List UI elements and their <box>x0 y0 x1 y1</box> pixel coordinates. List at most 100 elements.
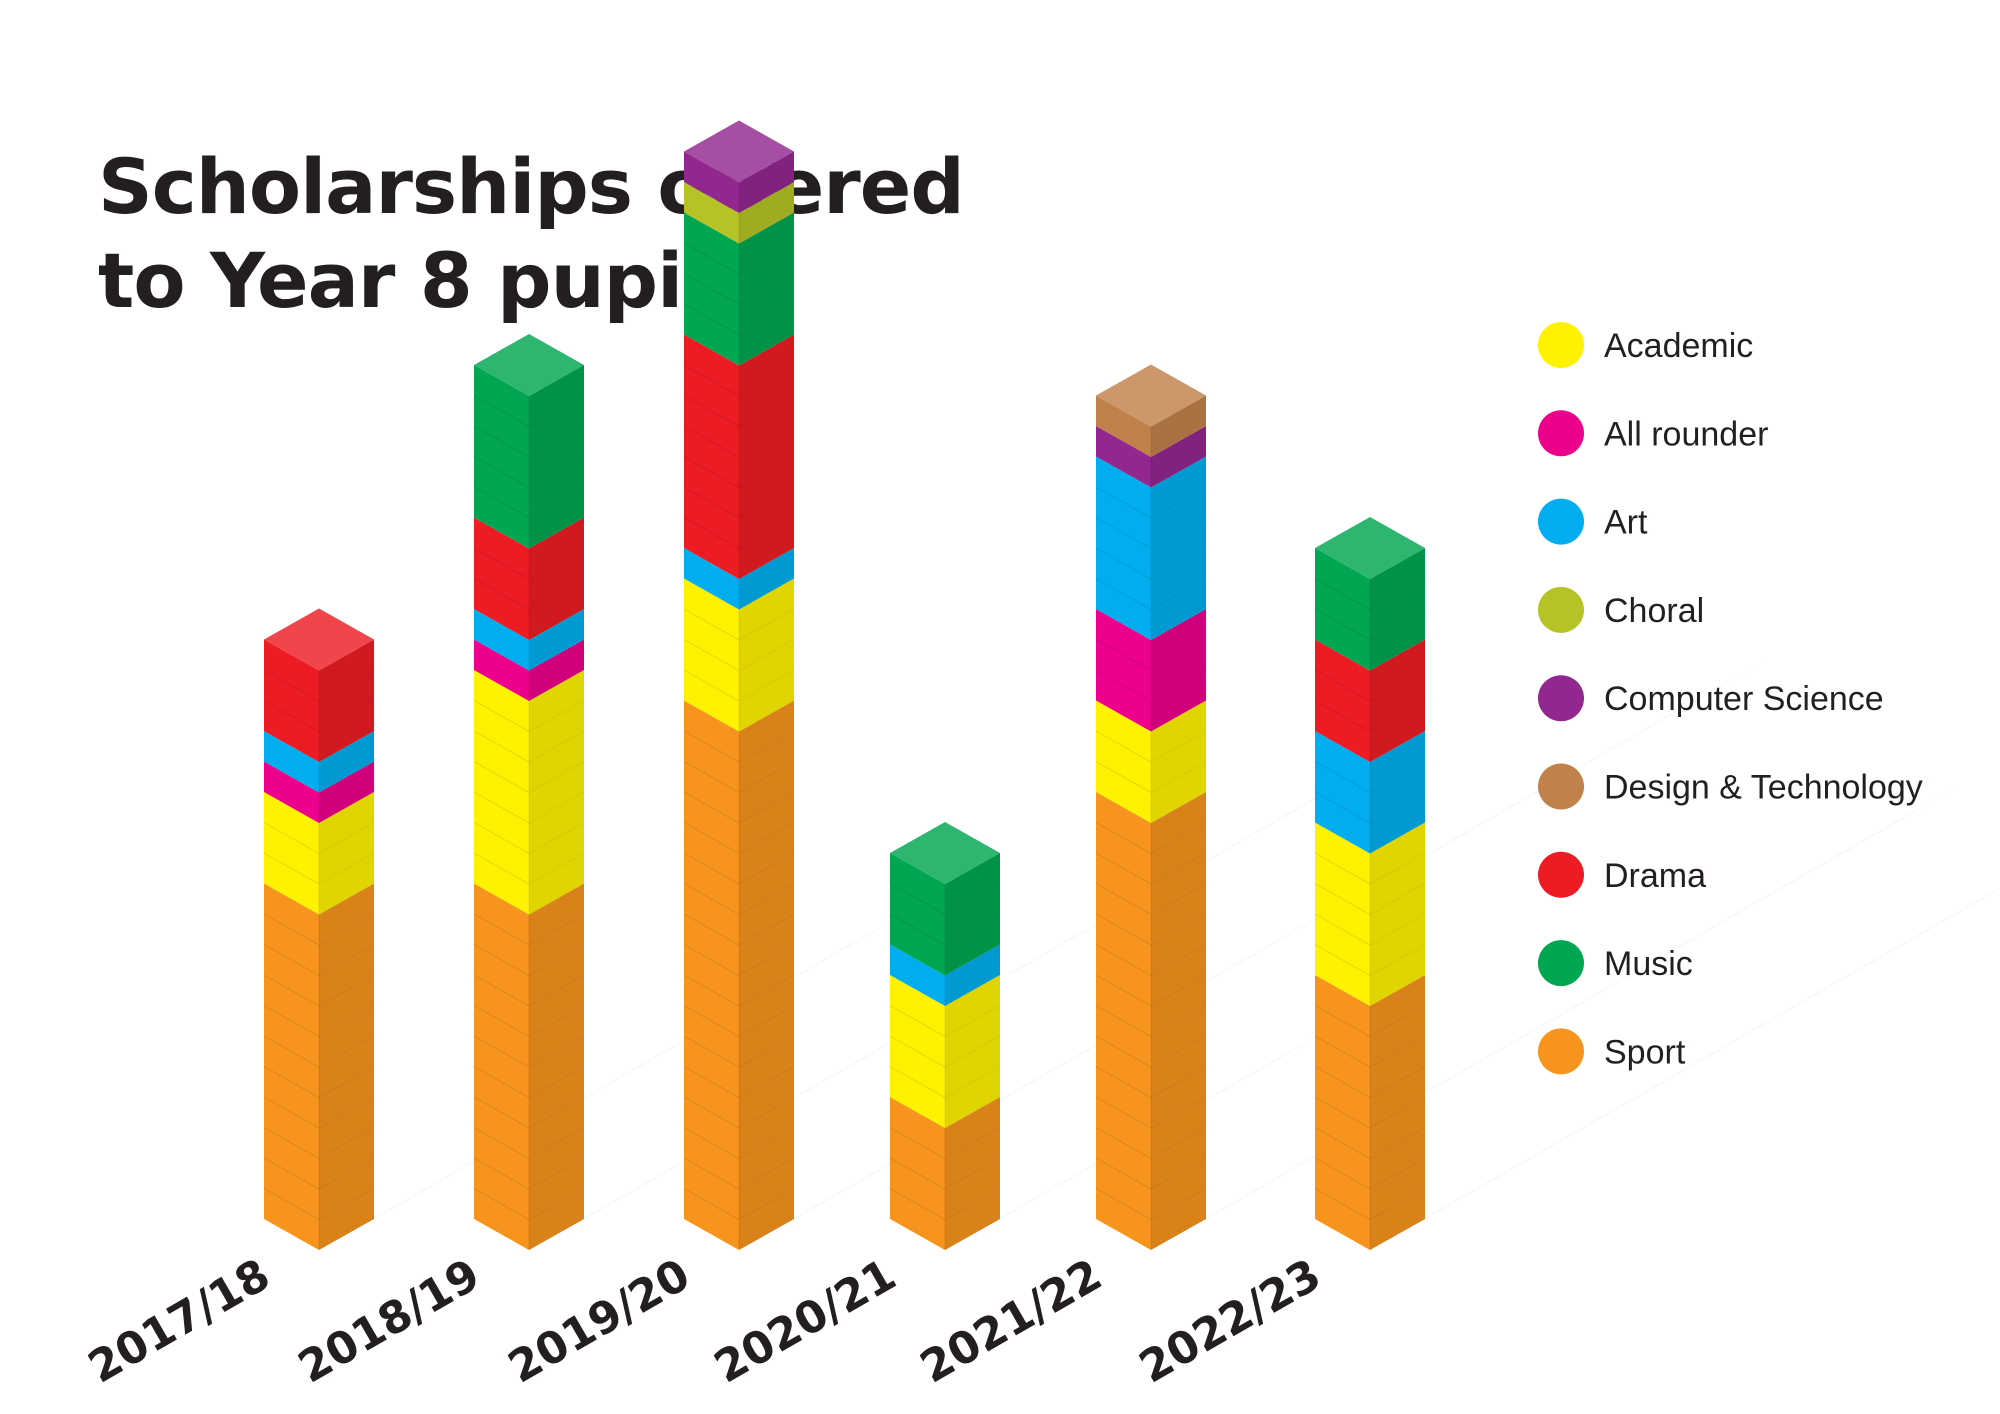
unit-line <box>889 913 1001 946</box>
unit-line <box>683 364 795 397</box>
unit-line <box>683 669 795 702</box>
unit-line <box>473 974 585 1007</box>
unit-line <box>683 1066 795 1099</box>
unit-line <box>683 1035 795 1068</box>
segment-left-face <box>684 334 739 579</box>
segment-left-face <box>474 365 529 549</box>
legend-swatch <box>1538 498 1584 545</box>
unit-line <box>1314 669 1426 702</box>
unit-line <box>1095 974 1207 1007</box>
unit-line <box>889 883 1001 916</box>
unit-line <box>473 1035 585 1068</box>
segment-left-face <box>264 639 319 762</box>
category-label-2019-20: 2019/20 <box>500 1249 699 1393</box>
segment-left-face <box>1315 822 1370 1006</box>
unit-line <box>1314 1127 1426 1160</box>
legend-item-choral: Choral <box>1538 586 1704 633</box>
unit-line <box>473 1096 585 1129</box>
unit-line <box>1314 1035 1426 1068</box>
segment-left-face <box>1315 731 1370 854</box>
unit-line <box>1314 578 1426 611</box>
legend-item-all-rounder: All rounder <box>1538 410 1768 457</box>
segment-right-face <box>529 609 584 671</box>
bar-top-2022-23 <box>1315 517 1425 579</box>
segment-right-face <box>1370 639 1425 762</box>
segment-2020-21-art <box>890 944 1000 1006</box>
unit-line <box>1095 1127 1207 1160</box>
segment-right-face <box>1151 395 1206 457</box>
unit-line <box>683 608 795 641</box>
unit-line <box>1095 883 1207 916</box>
unit-line <box>1095 486 1207 519</box>
category-label-2017-18: 2017/18 <box>80 1249 279 1393</box>
segment-right-face <box>319 883 374 1250</box>
unit-line <box>1095 517 1207 550</box>
segment-left-face <box>1096 426 1151 488</box>
segment-2019-20-art <box>684 548 794 610</box>
unit-line <box>1095 761 1207 794</box>
bar-2018-19 <box>473 334 585 1250</box>
unit-line <box>1095 852 1207 885</box>
legend-item-design-and-technology: Design & Technology <box>1538 763 1923 810</box>
unit-line <box>1095 944 1207 977</box>
segment-left-face <box>264 883 319 1250</box>
unit-line <box>889 1157 1001 1190</box>
unit-line <box>263 1035 375 1068</box>
segment-2022-23-music <box>1314 548 1426 671</box>
segment-2019-20-computer-science <box>684 151 794 213</box>
segment-2021-22-design-and-technology <box>1096 395 1206 457</box>
bar-2020-21 <box>889 822 1001 1250</box>
segment-right-face <box>739 700 794 1250</box>
segment-left-face <box>264 761 319 823</box>
unit-line <box>473 1005 585 1038</box>
segment-left-face <box>264 731 319 793</box>
segment-right-face <box>945 853 1000 976</box>
segment-2022-23-drama <box>1314 639 1426 762</box>
unit-line <box>889 1066 1001 1099</box>
segment-left-face <box>684 182 739 244</box>
unit-line <box>1095 669 1207 702</box>
segment-right-face <box>739 182 794 244</box>
unit-line <box>1095 822 1207 855</box>
unit-line <box>1314 1066 1426 1099</box>
unit-line <box>683 730 795 763</box>
unit-line <box>263 852 375 885</box>
segment-right-face <box>739 334 794 579</box>
unit-line <box>683 303 795 336</box>
unit-line <box>473 578 585 611</box>
unit-line <box>473 395 585 428</box>
unit-line <box>1095 547 1207 580</box>
legend-label: All rounder <box>1604 415 1768 453</box>
bar-top-2017-18 <box>264 608 374 671</box>
segment-2018-19-all-rounder <box>474 639 584 701</box>
legend-item-drama: Drama <box>1538 851 1706 898</box>
unit-line <box>263 1066 375 1099</box>
category-label-2021-22: 2021/22 <box>912 1249 1111 1393</box>
unit-line <box>473 1127 585 1160</box>
unit-line <box>1314 1157 1426 1190</box>
segment-2022-23-art <box>1314 731 1426 854</box>
legend-label: Academic <box>1604 327 1753 365</box>
unit-line <box>263 822 375 855</box>
legend-swatch <box>1538 851 1584 898</box>
unit-line <box>683 395 795 428</box>
unit-line <box>1314 700 1426 733</box>
segment-2021-22-sport <box>1095 792 1207 1250</box>
segment-2018-19-drama <box>473 517 585 640</box>
unit-line <box>683 1127 795 1160</box>
shadow-2022-23 <box>1370 888 2000 1250</box>
unit-line <box>683 1188 795 1221</box>
unit-line <box>473 486 585 519</box>
legend-item-academic: Academic <box>1538 322 1753 368</box>
unit-line <box>683 761 795 794</box>
segment-2017-18-sport <box>263 883 375 1250</box>
legend-item-sport: Sport <box>1538 1028 1686 1075</box>
segment-left-face <box>1315 548 1370 671</box>
unit-line <box>683 639 795 672</box>
segment-right-face <box>319 639 374 762</box>
unit-line <box>473 791 585 824</box>
bar-2019-20 <box>683 120 795 1250</box>
legend-label: Computer Science <box>1604 680 1884 718</box>
legend-swatch <box>1538 1028 1584 1075</box>
bar-2021-22 <box>1095 364 1207 1250</box>
